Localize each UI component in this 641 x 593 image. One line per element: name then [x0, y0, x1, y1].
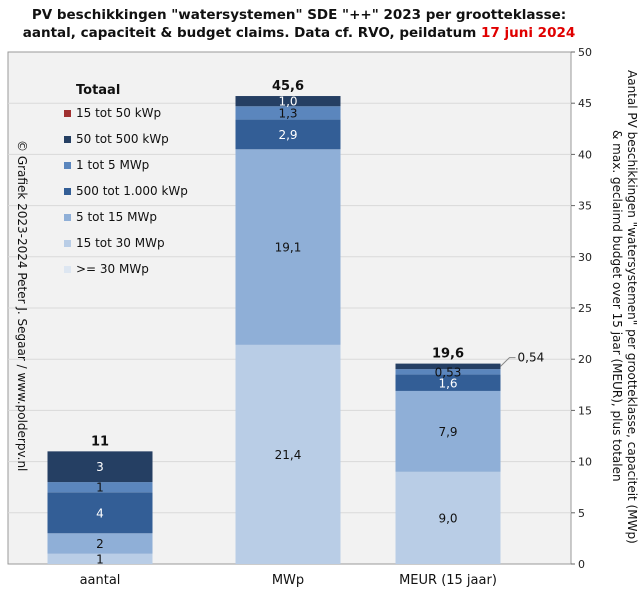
bar-segment-1-tot-5-mwp	[235, 106, 341, 120]
bar-total-label: 45,6	[272, 79, 304, 94]
segment-label: 1	[96, 552, 104, 566]
segment-label: 2	[96, 537, 104, 551]
legend-item-label: 1 tot 5 MWp	[76, 158, 149, 172]
bar-segment-1-tot-5-mwp	[395, 369, 501, 375]
segment-label: 2,9	[278, 128, 297, 142]
legend-item-label: 50 tot 500 kWp	[76, 132, 169, 146]
legend-swatch	[64, 266, 71, 273]
legend-title: Totaal	[76, 83, 120, 98]
legend-swatch	[64, 136, 71, 143]
y-axis-label-line2: & max. geclaimd budget over 15 jaar (MEU…	[610, 130, 624, 482]
x-axis-labels: aantal MWp MEUR (15 jaar)	[80, 573, 497, 588]
segment-label: 1,6	[438, 376, 457, 390]
copyright-text: © Grafiek 2023-2024 Peter J. Segaar / ww…	[15, 140, 29, 471]
legend-swatch	[64, 188, 71, 195]
bar-segment-15-tot-30-mwp	[395, 471, 501, 564]
segment-label: 7,9	[438, 425, 457, 439]
legend-swatch	[64, 214, 71, 221]
segment-label: 1,0	[278, 95, 297, 109]
segment-label: 1,3	[278, 106, 297, 120]
bar-segment-50-tot-500-kwp	[47, 451, 153, 483]
segment-label: 3	[96, 460, 104, 474]
legend-item-label: 15 tot 30 MWp	[76, 236, 165, 250]
legend-item-label: 500 tot 1.000 kWp	[76, 184, 188, 198]
legend-item-label: 15 tot 50 kWp	[76, 106, 161, 120]
bar-segment-500-tot-1-000-kwp	[395, 374, 501, 391]
bar-segment-15-tot-30-mwp	[235, 344, 341, 564]
segment-label: 4	[96, 506, 104, 520]
segment-label: 19,1	[275, 241, 302, 255]
y-tick-label: 0	[578, 558, 585, 571]
y-tick-label: 10	[578, 456, 592, 469]
legend-swatch	[64, 162, 71, 169]
bar-segment-50-tot-500-kwp	[235, 96, 341, 107]
chart-title: PV beschikkingen "watersystemen" SDE "++…	[0, 6, 598, 42]
bar-total-label: 19,6	[432, 347, 464, 362]
y-axis-label-line1: Aantal PV beschikkingen "watersystemen" …	[625, 70, 639, 544]
legend-item-label: 5 tot 15 MWp	[76, 210, 157, 224]
bar-segment-500-tot-1-000-kwp	[235, 119, 341, 150]
x-tick-label: MEUR (15 jaar)	[399, 573, 497, 588]
x-tick-label: MWp	[272, 573, 304, 588]
y-tick-label: 50	[578, 46, 592, 59]
chart-title-line2: aantal, capaciteit & budget claims. Data…	[0, 24, 598, 42]
leader-line	[500, 357, 516, 367]
bar-segment-500-tot-1-000-kwp	[47, 492, 153, 534]
bar-segment-15-tot-30-mwp	[47, 553, 153, 564]
bar-segment-5-tot-15-mwp	[235, 149, 341, 345]
x-tick-label: aantal	[80, 573, 121, 588]
bars	[47, 96, 501, 564]
y-tick-label: 20	[578, 353, 592, 366]
segment-label: 0,53	[435, 365, 462, 379]
y-tick-label: 30	[578, 251, 592, 264]
y-tick-label: 5	[578, 507, 585, 520]
segment-label: 21,4	[275, 448, 302, 462]
bar-totals: 11 45,6 19,6	[91, 79, 464, 449]
legend-item-label: >= 30 MWp	[76, 262, 149, 276]
bar-segment-50-tot-500-kwp	[395, 363, 501, 370]
bar-segment-1-tot-5-mwp	[47, 482, 153, 493]
segment-label: 1	[96, 481, 104, 495]
segment-label: 0,54	[518, 351, 545, 365]
legend-swatch	[64, 240, 71, 247]
y-tick-label: 40	[578, 148, 592, 161]
chart-title-line1: PV beschikkingen "watersystemen" SDE "++…	[31, 7, 567, 23]
y-axis: 0 5 10 15 20 25 30 35 40 45 50	[571, 46, 592, 571]
y-tick-label: 35	[578, 200, 592, 213]
y-tick-label: 25	[578, 302, 592, 315]
y-tick-label: 45	[578, 97, 592, 110]
bar-total-label: 11	[91, 434, 109, 449]
legend-swatch	[64, 110, 71, 117]
segment-label: 9,0	[438, 511, 457, 525]
chart-title-date: 17 juni 2024	[481, 25, 576, 41]
bar-segment-5-tot-15-mwp	[47, 533, 153, 554]
y-tick-label: 15	[578, 404, 592, 417]
legend: Totaal 15 tot 50 kWp 50 tot 500 kWp 1 tot 5…	[64, 83, 188, 276]
bar-segment-5-tot-15-mwp	[395, 390, 501, 472]
chart-title-line2-text: aantal, capaciteit & budget claims. Data…	[22, 25, 482, 41]
